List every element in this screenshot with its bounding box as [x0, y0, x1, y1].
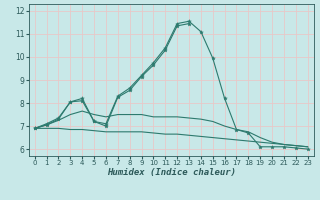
X-axis label: Humidex (Indice chaleur): Humidex (Indice chaleur): [107, 168, 236, 177]
